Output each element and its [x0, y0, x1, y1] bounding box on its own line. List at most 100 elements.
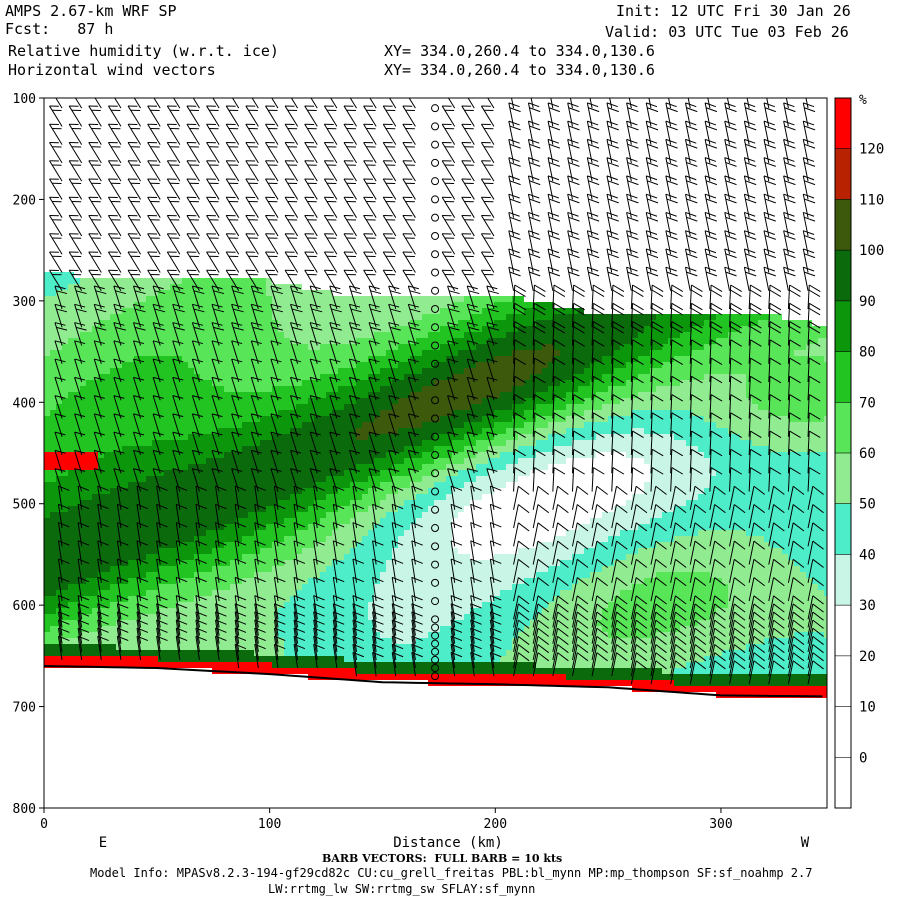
rh-cell [290, 296, 296, 302]
rh-cell [266, 284, 272, 290]
rh-cell [260, 566, 266, 572]
rh-cell [302, 608, 308, 614]
rh-cell [50, 470, 56, 476]
rh-cell [206, 620, 212, 626]
rh-cell [62, 272, 68, 278]
rh-cell [62, 536, 68, 542]
rh-cell [128, 542, 134, 548]
rh-cell [56, 374, 62, 380]
rh-cell [416, 392, 422, 398]
rh-cell [236, 566, 242, 572]
rh-cell [200, 524, 206, 530]
rh-cell [476, 296, 482, 302]
rh-cell [50, 488, 56, 494]
rh-cell [416, 674, 422, 680]
rh-cell [470, 620, 476, 626]
rh-cell [482, 332, 488, 338]
rh-cell [458, 632, 464, 638]
rh-cell [80, 332, 86, 338]
rh-cell [92, 386, 98, 392]
rh-cell [182, 470, 188, 476]
rh-cell [434, 362, 440, 368]
rh-cell [242, 308, 248, 314]
rh-cell [458, 392, 464, 398]
rh-cell [428, 530, 434, 536]
rh-cell [44, 626, 50, 632]
rh-cell [164, 326, 170, 332]
rh-cell [320, 434, 326, 440]
rh-cell [176, 596, 182, 602]
rh-cell [80, 368, 86, 374]
rh-cell [344, 494, 350, 500]
rh-cell [464, 374, 470, 380]
rh-cell [104, 500, 110, 506]
rh-cell [260, 614, 266, 620]
rh-cell [194, 320, 200, 326]
rh-cell [224, 590, 230, 596]
rh-cell [56, 548, 62, 554]
rh-cell [86, 374, 92, 380]
rh-cell [416, 638, 422, 644]
rh-cell [110, 512, 116, 518]
rh-cell [158, 626, 164, 632]
rh-cell [422, 596, 428, 602]
rh-cell [236, 464, 242, 470]
rh-cell [158, 320, 164, 326]
rh-cell [104, 548, 110, 554]
rh-cell [374, 392, 380, 398]
rh-cell [266, 650, 272, 656]
rh-cell [50, 290, 56, 296]
rh-cell [506, 560, 512, 566]
rh-cell [404, 368, 410, 374]
rh-cell [260, 548, 266, 554]
rh-cell [320, 440, 326, 446]
rh-cell [464, 368, 470, 374]
rh-cell [188, 512, 194, 518]
rh-cell [110, 362, 116, 368]
rh-cell [320, 488, 326, 494]
rh-cell [374, 434, 380, 440]
rh-cell [86, 524, 92, 530]
rh-cell [200, 644, 206, 650]
rh-cell [134, 308, 140, 314]
rh-cell [164, 632, 170, 638]
rh-cell [446, 536, 452, 542]
rh-cell [128, 368, 134, 374]
rh-cell [368, 470, 374, 476]
rh-cell [98, 278, 104, 284]
rh-cell [182, 602, 188, 608]
rh-cell [80, 638, 86, 644]
rh-cell [446, 440, 452, 446]
rh-cell [146, 320, 152, 326]
rh-cell [86, 602, 92, 608]
rh-cell [422, 674, 428, 680]
rh-cell [164, 278, 170, 284]
rh-cell [326, 482, 332, 488]
rh-cell [314, 668, 320, 674]
rh-cell [74, 518, 80, 524]
rh-cell [56, 644, 62, 650]
rh-cell [356, 410, 362, 416]
rh-cell [242, 566, 248, 572]
rh-cell [500, 338, 506, 344]
rh-cell [464, 470, 470, 476]
rh-cell [50, 338, 56, 344]
rh-cell [290, 386, 296, 392]
rh-cell [302, 488, 308, 494]
rh-cell [500, 566, 506, 572]
rh-cell [242, 290, 248, 296]
rh-cell [260, 416, 266, 422]
rh-cell [152, 410, 158, 416]
rh-cell [110, 518, 116, 524]
rh-cell [500, 578, 506, 584]
rh-cell [470, 368, 476, 374]
rh-cell [170, 428, 176, 434]
rh-cell [86, 296, 92, 302]
rh-cell [326, 584, 332, 590]
rh-cell [230, 488, 236, 494]
rh-cell [308, 344, 314, 350]
rh-cell [260, 446, 266, 452]
rh-cell [188, 434, 194, 440]
rh-cell [50, 476, 56, 482]
rh-cell [314, 362, 320, 368]
